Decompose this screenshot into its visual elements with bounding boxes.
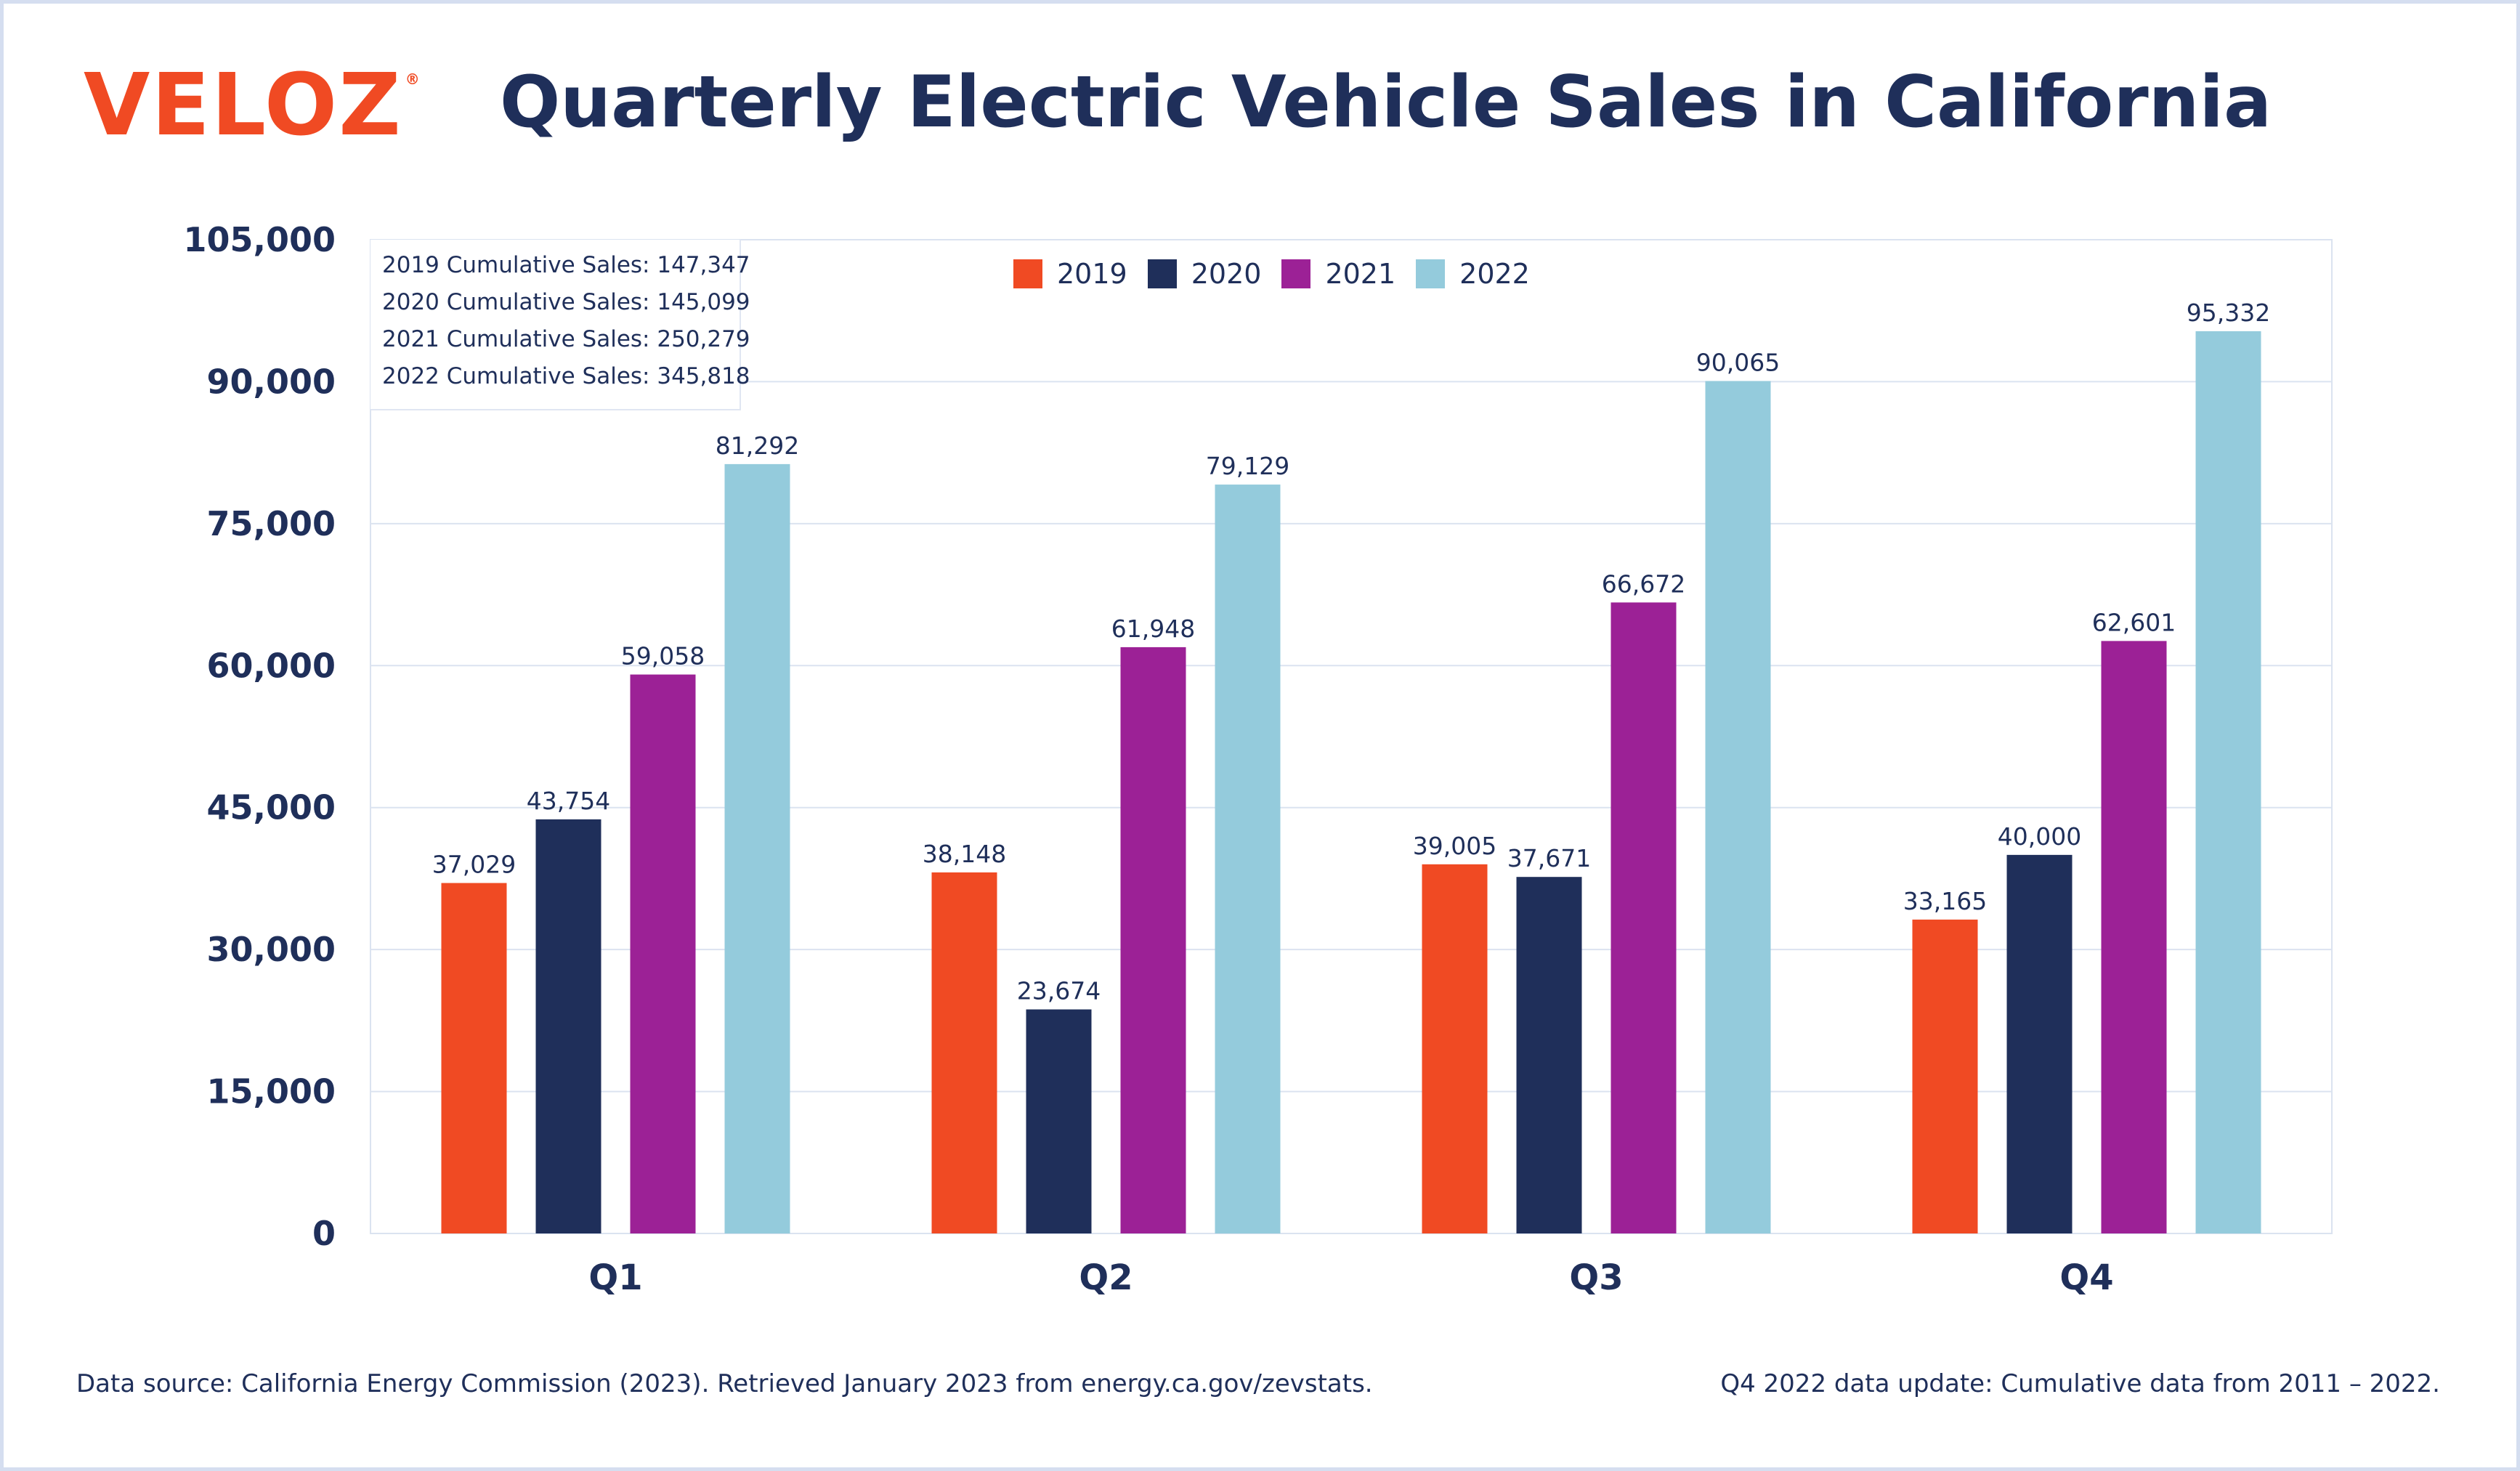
bar-2022-q3 xyxy=(1705,381,1771,1233)
bar-2019-q4 xyxy=(1912,919,1978,1233)
legend-item-2021: 2021 xyxy=(1281,258,1395,290)
bar-data-label: 79,129 xyxy=(1206,452,1289,480)
bar-2019-q2 xyxy=(931,872,997,1233)
bar-data-label: 40,000 xyxy=(1998,822,2081,851)
legend-swatch xyxy=(1013,259,1042,288)
veloz-logo: VELOZ ® xyxy=(84,54,421,155)
bar-data-label: 59,058 xyxy=(621,642,705,670)
bar-2021-q4 xyxy=(2101,641,2167,1233)
legend-item-2022: 2022 xyxy=(1416,258,1530,290)
bar-data-label: 90,065 xyxy=(1696,349,1780,377)
y-tick-label: 15,000 xyxy=(206,1072,336,1111)
bar-2022-q2 xyxy=(1215,485,1281,1233)
bar-2020-q2 xyxy=(1026,1009,1092,1233)
bar-2020-q3 xyxy=(1516,877,1582,1233)
legend-label: 2021 xyxy=(1325,258,1396,290)
bar-2021-q2 xyxy=(1120,647,1186,1233)
legend-item-2019: 2019 xyxy=(1013,258,1127,290)
cumulative-sales-box: 2019 Cumulative Sales: 147,347 2020 Cumu… xyxy=(370,240,750,410)
bar-2022-q1 xyxy=(724,463,790,1233)
bar-2020-q1 xyxy=(535,819,601,1233)
bar-data-label: 23,674 xyxy=(1017,977,1101,1005)
x-tick-label: Q3 xyxy=(1569,1257,1623,1298)
legend-swatch xyxy=(1281,259,1311,288)
y-tick-label: 90,000 xyxy=(206,362,336,401)
bar-data-label: 38,148 xyxy=(923,840,1006,868)
cumulative-2022: 2022 Cumulative Sales: 345,818 xyxy=(382,363,750,389)
bar-2022-q4 xyxy=(2195,331,2261,1234)
bar-data-label: 37,671 xyxy=(1507,844,1591,872)
bar-2021-q1 xyxy=(630,674,696,1233)
x-tick-label: Q1 xyxy=(588,1257,642,1298)
bar-2019-q1 xyxy=(441,883,507,1233)
data-source-note: Data source: California Energy Commissio… xyxy=(76,1369,1373,1398)
x-tick-label: Q4 xyxy=(2059,1257,2113,1298)
bar-data-label: 66,672 xyxy=(1602,570,1685,598)
bar-2019-q3 xyxy=(1422,864,1488,1233)
bar-data-label: 39,005 xyxy=(1413,832,1496,860)
bar-data-label: 33,165 xyxy=(1903,887,1987,915)
y-tick-label: 45,000 xyxy=(206,788,336,827)
legend-swatch xyxy=(1416,259,1446,288)
legend-label: 2020 xyxy=(1191,258,1262,290)
cumulative-2021: 2021 Cumulative Sales: 250,279 xyxy=(382,326,750,352)
bar-2020-q4 xyxy=(2006,854,2073,1233)
bar-data-label: 81,292 xyxy=(716,431,799,460)
y-tick-label: 105,000 xyxy=(183,220,336,259)
bar-data-label: 62,601 xyxy=(2092,608,2176,636)
chart-title: Quarterly Electric Vehicle Sales in Cali… xyxy=(500,61,2272,144)
y-tick-label: 75,000 xyxy=(206,504,336,543)
bar-data-label: 43,754 xyxy=(527,787,610,815)
y-tick-label: 0 xyxy=(312,1214,336,1253)
legend-item-2020: 2020 xyxy=(1147,258,1262,290)
bar-data-label: 37,029 xyxy=(432,851,516,879)
legend-swatch xyxy=(1147,259,1177,288)
cumulative-2019: 2019 Cumulative Sales: 147,347 xyxy=(382,252,750,278)
data-update-note: Q4 2022 data update: Cumulative data fro… xyxy=(1720,1369,2440,1398)
bar-data-label: 95,332 xyxy=(2187,299,2270,327)
legend-label: 2022 xyxy=(1459,258,1530,290)
x-tick-label: Q2 xyxy=(1079,1257,1133,1298)
y-tick-label: 60,000 xyxy=(206,646,336,685)
y-tick-label: 30,000 xyxy=(206,930,336,969)
bar-2021-q3 xyxy=(1611,602,1677,1233)
chart-legend: 2019 2020 2021 2022 xyxy=(1013,258,1550,290)
legend-label: 2019 xyxy=(1057,258,1127,290)
cumulative-2020: 2020 Cumulative Sales: 145,099 xyxy=(382,289,750,315)
bar-data-label: 61,948 xyxy=(1111,615,1195,643)
